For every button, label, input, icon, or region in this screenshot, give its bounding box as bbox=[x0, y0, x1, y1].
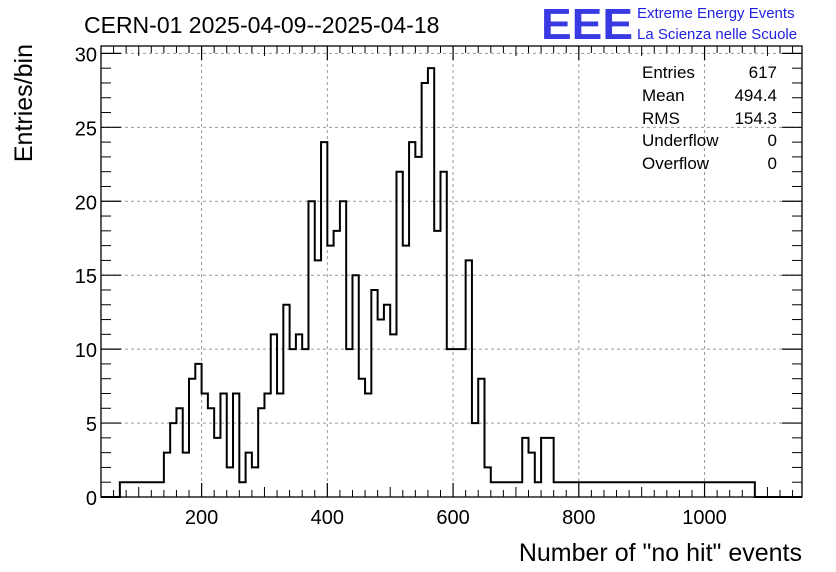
histogram-bin bbox=[535, 482, 541, 497]
histogram-bin bbox=[277, 393, 283, 497]
x-tick-label: 800 bbox=[562, 507, 595, 529]
y-tick-label: 15 bbox=[75, 266, 97, 288]
histogram-bin bbox=[585, 482, 591, 497]
x-tick-label: 600 bbox=[436, 507, 469, 529]
histogram-bin bbox=[403, 246, 409, 497]
y-tick-label: 5 bbox=[86, 414, 97, 436]
histogram-bin bbox=[434, 231, 440, 497]
stats-row-underflow: Underflow 0 bbox=[642, 131, 777, 150]
histogram-bin bbox=[378, 320, 384, 497]
histogram-bin bbox=[315, 260, 321, 497]
logo-line-1: Extreme Energy Events bbox=[637, 5, 795, 22]
stats-row-mean: Mean 494.4 bbox=[642, 86, 777, 105]
histogram-bin bbox=[252, 467, 258, 497]
stats-label: Underflow bbox=[642, 131, 719, 150]
histogram-bin bbox=[296, 334, 302, 497]
stats-value: 0 bbox=[768, 131, 777, 150]
stats-value: 494.4 bbox=[734, 86, 777, 105]
histogram-bin bbox=[227, 467, 233, 497]
stats-box: Entries 617 Mean 494.4 RMS 154.3 Underfl… bbox=[642, 63, 777, 173]
stats-value: 154.3 bbox=[734, 109, 777, 128]
x-tick-label: 200 bbox=[185, 507, 218, 529]
histogram-bin bbox=[415, 157, 421, 497]
y-tick-label: 30 bbox=[75, 44, 97, 66]
x-tick-label: 400 bbox=[311, 507, 344, 529]
chart-title: CERN-01 2025-04-09--2025-04-18 bbox=[84, 12, 439, 38]
histogram-bin bbox=[503, 482, 509, 497]
axis-ticks bbox=[100, 46, 802, 498]
stats-row-overflow: Overflow 0 bbox=[642, 154, 777, 173]
logo-line-2: La Scienza nelle Scuole bbox=[637, 26, 797, 43]
y-tick-label: 25 bbox=[75, 118, 97, 140]
y-tick-label: 0 bbox=[86, 488, 97, 510]
histogram-bin bbox=[472, 423, 478, 497]
histogram-bin bbox=[239, 482, 245, 497]
tick-labels: 200 400 600 800 1000 0 5 10 15 20 25 30 bbox=[75, 44, 727, 529]
histogram-bin bbox=[183, 453, 189, 497]
stats-row-rms: RMS 154.3 bbox=[642, 109, 777, 128]
stats-label: RMS bbox=[642, 109, 680, 128]
histogram-bin bbox=[516, 482, 522, 497]
histogram-bin bbox=[359, 379, 365, 497]
x-tick-label: 1000 bbox=[682, 507, 727, 529]
stats-value: 0 bbox=[768, 154, 777, 173]
stats-value: 617 bbox=[749, 63, 777, 82]
y-tick-label: 20 bbox=[75, 192, 97, 214]
histogram-bin bbox=[126, 482, 132, 497]
eee-logo-mark: EEE bbox=[541, 0, 633, 49]
histogram-bin bbox=[491, 482, 497, 497]
grid bbox=[101, 46, 802, 497]
histogram-bin bbox=[510, 482, 516, 497]
histogram-bin bbox=[554, 482, 560, 497]
histogram-bin bbox=[334, 231, 340, 497]
histogram-bin bbox=[365, 393, 371, 497]
x-axis-title: Number of "no hit" events bbox=[519, 539, 802, 567]
eee-logo: EEE Extreme Energy Events La Scienza nel… bbox=[541, 0, 797, 49]
histogram-bin bbox=[497, 482, 503, 497]
histogram-bin bbox=[214, 438, 220, 497]
stats-label: Overflow bbox=[642, 154, 710, 173]
histogram-bin bbox=[327, 246, 333, 497]
histogram-line bbox=[101, 67, 802, 498]
stats-label: Entries bbox=[642, 63, 695, 82]
stats-label: Mean bbox=[642, 86, 685, 105]
plot-frame bbox=[100, 45, 803, 498]
stats-row-entries: Entries 617 bbox=[642, 63, 777, 82]
histogram-bin bbox=[390, 334, 396, 497]
y-axis-title: Entries/bin bbox=[10, 44, 38, 162]
y-tick-label: 10 bbox=[75, 340, 97, 362]
